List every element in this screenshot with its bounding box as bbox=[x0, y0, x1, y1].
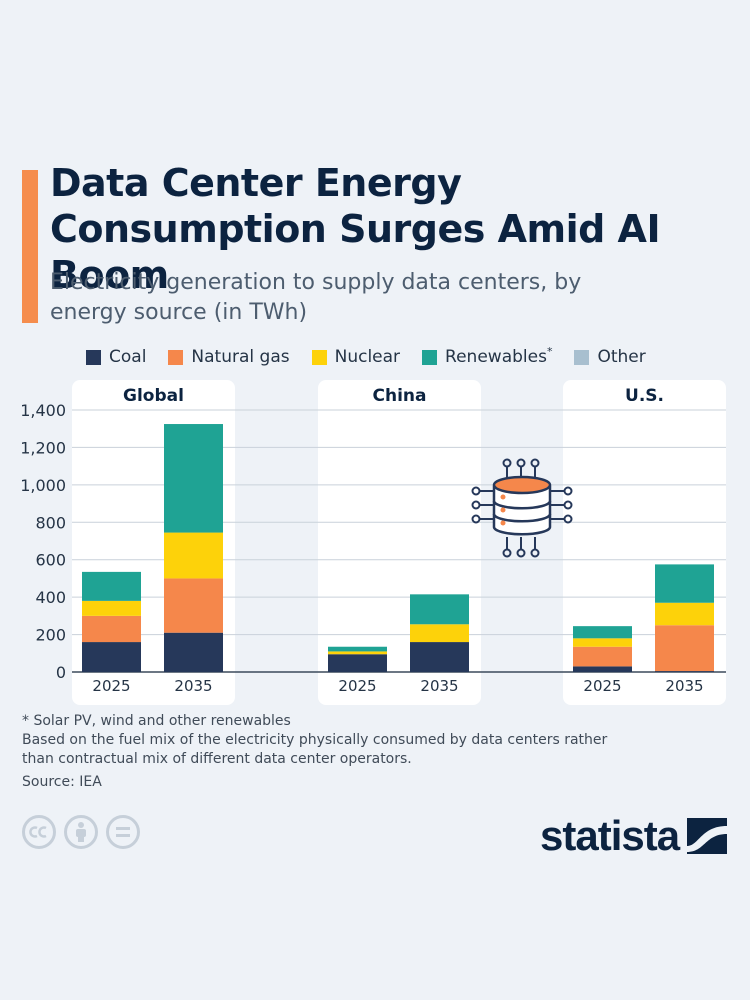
brand-name: statista bbox=[540, 812, 680, 859]
legend-swatch-natural-gas bbox=[168, 349, 184, 365]
legend-label-coal: Coal bbox=[109, 347, 147, 367]
license-icons bbox=[22, 815, 140, 849]
legend-label-renewables: Renewables bbox=[445, 347, 547, 367]
bar-segment-renewables bbox=[82, 571, 141, 601]
x-tick-label: 2035 bbox=[665, 677, 703, 695]
legend-swatch-other bbox=[574, 349, 590, 365]
attribution-icon[interactable] bbox=[64, 815, 98, 849]
panel-title: U.S. bbox=[625, 386, 664, 406]
bar-segment-renewables bbox=[655, 564, 714, 603]
legend-item-nuclear: Nuclear bbox=[311, 347, 401, 367]
footnote-basis: Based on the fuel mix of the electricity… bbox=[22, 732, 608, 767]
bar-segment-nuclear bbox=[164, 532, 223, 579]
bar-segment-natural-gas bbox=[82, 615, 141, 643]
bar-segment-nuclear bbox=[328, 651, 387, 655]
bar-segment-nuclear bbox=[573, 638, 632, 647]
bar-segment-coal bbox=[82, 642, 141, 672]
chart-subtitle: Electricity generation to supply data ce… bbox=[50, 270, 582, 325]
panel-title: China bbox=[373, 386, 427, 406]
creative-commons-icon[interactable] bbox=[22, 815, 56, 849]
legend-item-other: Other bbox=[574, 347, 646, 367]
x-tick-label: 2035 bbox=[174, 677, 212, 695]
bar-segment-renewables bbox=[328, 646, 387, 652]
bar-segment-nuclear bbox=[655, 602, 714, 626]
legend-swatch-coal bbox=[86, 349, 101, 365]
bar-segment-nuclear bbox=[410, 624, 469, 643]
data-center-server-icon bbox=[471, 458, 573, 558]
y-tick-label: 1,000 bbox=[20, 476, 66, 495]
y-tick-label: 600 bbox=[35, 551, 66, 570]
bar-segment-nuclear bbox=[82, 600, 141, 616]
x-tick-label: 2025 bbox=[338, 677, 376, 695]
y-tick-label: 1,400 bbox=[20, 401, 66, 420]
footnotes: * Solar PV, wind and other renewables Ba… bbox=[22, 712, 622, 792]
bar-segment-coal bbox=[328, 654, 387, 672]
source-note: Source: IEA bbox=[22, 774, 102, 790]
bar-segment-natural-gas bbox=[164, 578, 223, 633]
legend-footnote-mark: * bbox=[546, 344, 553, 358]
bar-segment-natural-gas bbox=[573, 646, 632, 667]
legend-label-other: Other bbox=[597, 347, 646, 367]
y-tick-label: 200 bbox=[35, 626, 66, 645]
y-tick-label: 800 bbox=[35, 513, 66, 532]
bar-segment-coal bbox=[655, 671, 714, 672]
bar-segment-natural-gas bbox=[655, 625, 714, 672]
bar-segment-coal bbox=[410, 642, 469, 672]
legend-label-natural-gas: Natural gas bbox=[191, 347, 290, 367]
bar-segment-renewables bbox=[410, 594, 469, 625]
y-tick-label: 0 bbox=[56, 663, 66, 682]
legend-label-nuclear: Nuclear bbox=[334, 347, 401, 367]
panel-title: Global bbox=[123, 386, 184, 406]
footnote-asterisk: * Solar PV, wind and other renewables bbox=[22, 713, 291, 729]
y-tick-label: 400 bbox=[35, 588, 66, 607]
bar-segment-coal bbox=[573, 666, 632, 672]
x-tick-label: 2025 bbox=[583, 677, 621, 695]
legend: Coal Natural gas Nuclear Renewables * Oth… bbox=[86, 345, 668, 369]
y-tick-label: 1,200 bbox=[20, 438, 66, 457]
title-accent-bar bbox=[22, 170, 38, 323]
bar-segment-renewables bbox=[164, 424, 223, 533]
no-derivatives-icon[interactable] bbox=[106, 815, 140, 849]
legend-item-renewables: Renewables * bbox=[422, 344, 553, 367]
legend-item-natural-gas: Natural gas bbox=[168, 347, 290, 367]
legend-swatch-nuclear bbox=[311, 349, 327, 365]
stacked-bar-chart: 0 200 400 600 800 1,000 1,200 1,400 Global China… bbox=[20, 380, 726, 705]
statista-logo[interactable]: statista bbox=[540, 812, 728, 860]
bar-segment-renewables bbox=[573, 626, 632, 639]
x-tick-label: 2035 bbox=[420, 677, 458, 695]
x-tick-label: 2025 bbox=[92, 677, 130, 695]
chart-title: Data Center Energy Consumption Surges Am… bbox=[50, 161, 661, 297]
legend-item-coal: Coal bbox=[86, 347, 146, 367]
statista-logo-icon bbox=[687, 818, 728, 854]
legend-swatch-renewables bbox=[422, 349, 438, 365]
bar-segment-coal bbox=[164, 632, 223, 672]
